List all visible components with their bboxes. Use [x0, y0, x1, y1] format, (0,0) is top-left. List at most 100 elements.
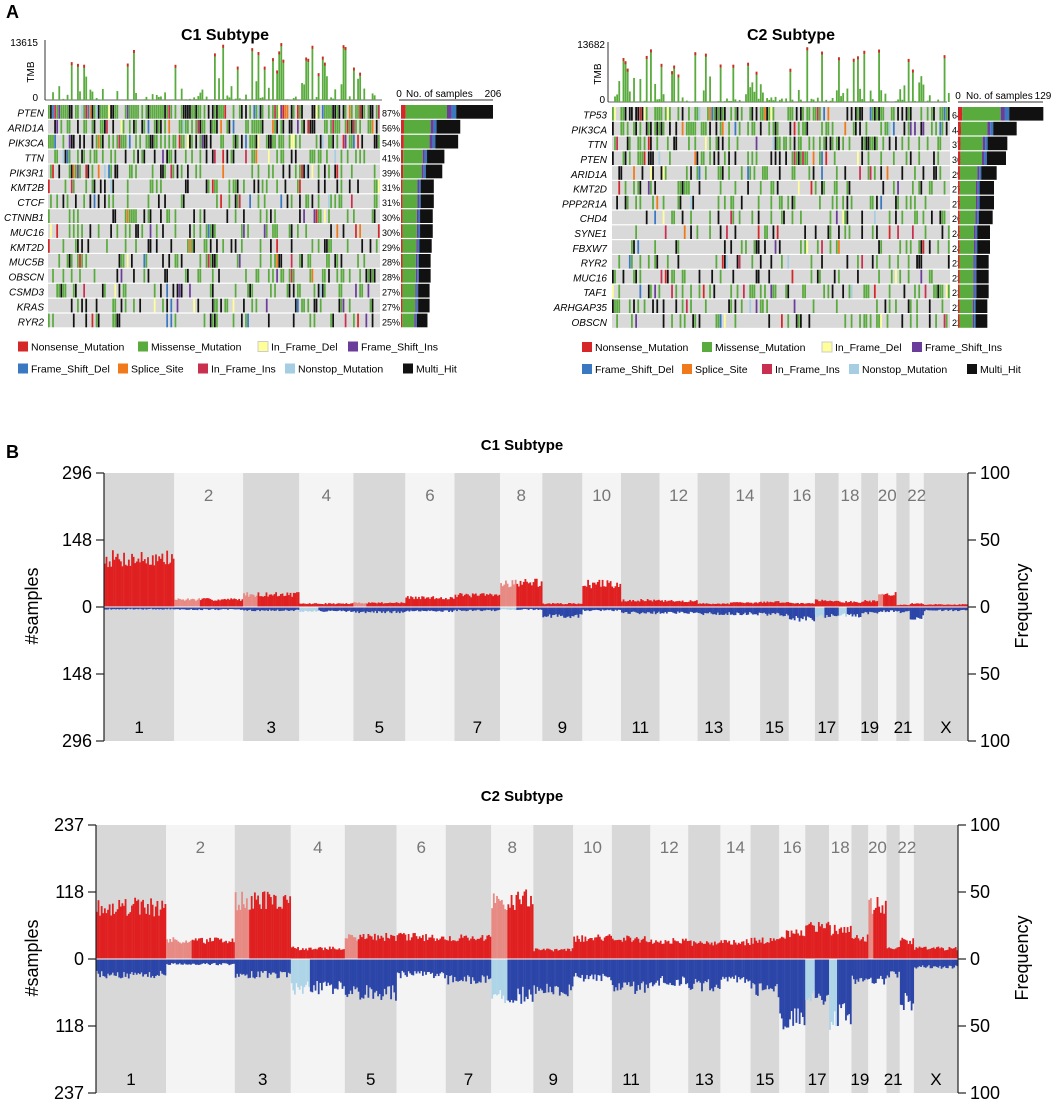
mutation-cell	[340, 164, 343, 179]
amp-bar	[785, 602, 788, 607]
mutation-cell	[776, 181, 779, 195]
amp-bar	[153, 916, 156, 959]
mutation-cell	[918, 255, 921, 269]
amp-bar	[324, 947, 326, 959]
mutation-cell	[323, 268, 326, 283]
mutation-cell	[226, 149, 229, 164]
del-bar	[425, 959, 427, 975]
del-bar	[241, 607, 244, 610]
mutation-cell	[197, 298, 200, 313]
del-bar	[359, 607, 362, 612]
chrom-series	[805, 921, 830, 1005]
del-bar	[132, 959, 135, 975]
tmb-bar	[348, 96, 351, 100]
row-background	[612, 284, 950, 299]
amp-bar	[519, 580, 522, 607]
amp-bar	[728, 940, 731, 959]
mutation-cell	[220, 194, 222, 209]
del-bar	[723, 959, 726, 979]
mutation-cell	[330, 313, 332, 328]
mutation-cell	[203, 209, 206, 223]
sample-bar-segment	[418, 224, 421, 238]
amp-bar	[371, 602, 374, 607]
amp-bar	[718, 942, 721, 959]
mutation-cell	[890, 107, 893, 121]
mutation-cell	[145, 105, 148, 119]
mutation-cell	[848, 181, 851, 195]
mutation-cell	[143, 149, 146, 164]
mutation-cell	[267, 105, 270, 119]
del-bar	[683, 959, 686, 978]
mutation-cell	[153, 149, 156, 164]
del-bar	[792, 959, 795, 1026]
mutation-cell	[201, 119, 204, 134]
mutation-cell	[166, 298, 168, 313]
mutation-cell	[276, 239, 278, 253]
amp-bar	[437, 940, 440, 959]
del-bar	[147, 607, 149, 610]
amp-bar	[129, 912, 132, 959]
amp-bar	[235, 599, 237, 607]
tmb-bar	[344, 47, 347, 100]
mutation-cell	[301, 254, 303, 268]
mutation-cell	[711, 269, 714, 284]
mutation-cell	[160, 134, 162, 149]
del-bar	[826, 607, 828, 615]
sample-bar-segment	[958, 151, 961, 165]
amp-bar	[525, 889, 528, 959]
del-bar	[473, 959, 476, 981]
amp-bar	[199, 600, 202, 607]
mutation-cell	[122, 254, 125, 268]
row-background	[48, 268, 380, 283]
mutation-cell	[373, 194, 376, 209]
del-bar	[225, 959, 227, 964]
mutation-cell	[823, 181, 826, 195]
del-bar	[332, 959, 334, 994]
del-bar	[506, 607, 509, 610]
mutation-cell	[808, 107, 811, 121]
chrom-series	[491, 889, 534, 1004]
mutation-cell	[303, 298, 305, 313]
del-bar	[816, 607, 819, 618]
del-bar	[564, 607, 567, 618]
mutation-cell	[299, 105, 301, 119]
mutation-cell	[793, 299, 796, 313]
mutation-cell	[326, 105, 328, 119]
mutation-cell	[888, 225, 891, 239]
del-bar	[894, 959, 897, 974]
amp-bar	[143, 907, 146, 959]
amp-bar	[332, 946, 334, 959]
row-background	[612, 225, 950, 239]
mutation-cell	[715, 314, 718, 328]
mutation-cell	[95, 105, 98, 119]
del-bar	[707, 959, 710, 980]
mutation-cell	[914, 121, 916, 136]
amp-bar	[199, 938, 202, 959]
del-bar	[183, 607, 186, 610]
del-bar	[422, 607, 425, 611]
del-bar	[702, 959, 705, 984]
mutation-cell	[778, 195, 781, 210]
amp-bar	[380, 935, 383, 959]
del-bar	[966, 607, 969, 611]
amp-bar	[265, 592, 268, 607]
mutation-cell	[846, 107, 849, 121]
del-bar	[366, 607, 369, 612]
tmb-bar	[654, 83, 657, 102]
mutation-cell	[353, 134, 355, 149]
del-bar	[559, 607, 562, 617]
mutation-cell	[922, 240, 925, 254]
mutation-cell	[846, 181, 849, 195]
mutation-cell	[91, 119, 94, 134]
mutation-cell	[865, 136, 868, 151]
mutation-cell	[168, 149, 171, 164]
mutation-cell	[62, 105, 65, 119]
del-bar	[822, 607, 825, 618]
mutation-cell	[270, 209, 272, 223]
del-bar	[728, 959, 731, 977]
amp-bar	[324, 603, 327, 607]
amp-bar	[162, 907, 165, 959]
sample-bar-segment	[960, 136, 983, 151]
amp-bar	[903, 604, 905, 607]
amp-bar	[140, 552, 143, 607]
